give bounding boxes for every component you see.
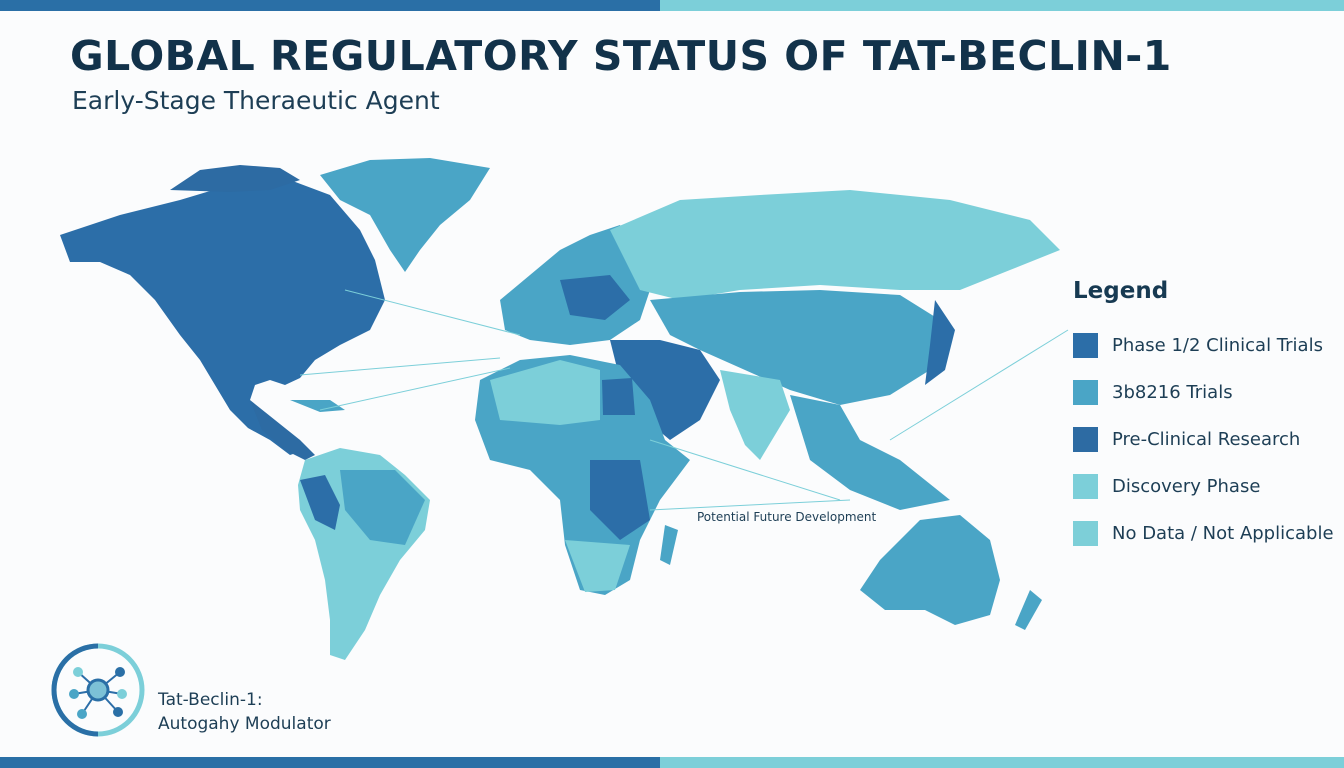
top-bar-light: [660, 0, 1344, 11]
molecule-network-icon: [51, 643, 145, 737]
legend-title: Legend: [1073, 278, 1169, 304]
region-new-zealand: [1015, 590, 1042, 630]
region-southeast-asia: [790, 395, 950, 510]
region-east-africa: [590, 460, 650, 540]
legend: Legend Phase 1/2 Clinical Trials 3b8216 …: [1073, 278, 1334, 557]
region-caribbean: [290, 400, 345, 412]
region-middle-east: [610, 340, 720, 440]
legend-item-trials: 3b8216 Trials: [1073, 369, 1334, 416]
region-central-america: [250, 400, 315, 460]
annotation-future-development: Potential Future Development: [697, 510, 877, 524]
region-north-america: [60, 180, 385, 455]
brand-line-1: Tat-Beclin-1:: [158, 690, 263, 710]
region-canada-arctic: [170, 165, 300, 192]
bottom-bar-light: [660, 757, 1344, 768]
brand-line-2: Autogahy Modulator: [158, 714, 331, 734]
region-india: [720, 370, 790, 460]
region-china-central-asia: [650, 290, 940, 405]
region-brazil: [340, 470, 425, 545]
page-subtitle: Early-Stage Theraeutic Agent: [72, 86, 440, 115]
region-eastern-europe: [560, 275, 630, 320]
bottom-bar-dark: [0, 757, 660, 768]
brand-label: Tat-Beclin-1: Autogahy Modulator: [158, 688, 331, 736]
connector-lines: [299, 289, 1069, 511]
region-north-africa: [490, 360, 600, 425]
legend-item-pre-clinical: Pre-Clinical Research: [1073, 416, 1334, 463]
legend-item-discovery: Discovery Phase: [1073, 463, 1334, 510]
region-madagascar: [660, 525, 678, 565]
region-australia: [860, 515, 1000, 625]
page-title: GLOBAL REGULATORY STATUS OF TAT-BECLIN-1: [70, 32, 1172, 80]
legend-item-phase-1-2: Phase 1/2 Clinical Trials: [1073, 322, 1334, 369]
region-greenland: [320, 158, 490, 272]
region-peru: [300, 475, 340, 530]
region-egypt: [602, 378, 635, 415]
region-russia: [610, 190, 1060, 300]
legend-item-no-data: No Data / Not Applicable: [1073, 510, 1334, 557]
region-japan: [925, 300, 955, 385]
top-bar-dark: [0, 0, 660, 11]
region-southern-africa: [565, 540, 630, 592]
